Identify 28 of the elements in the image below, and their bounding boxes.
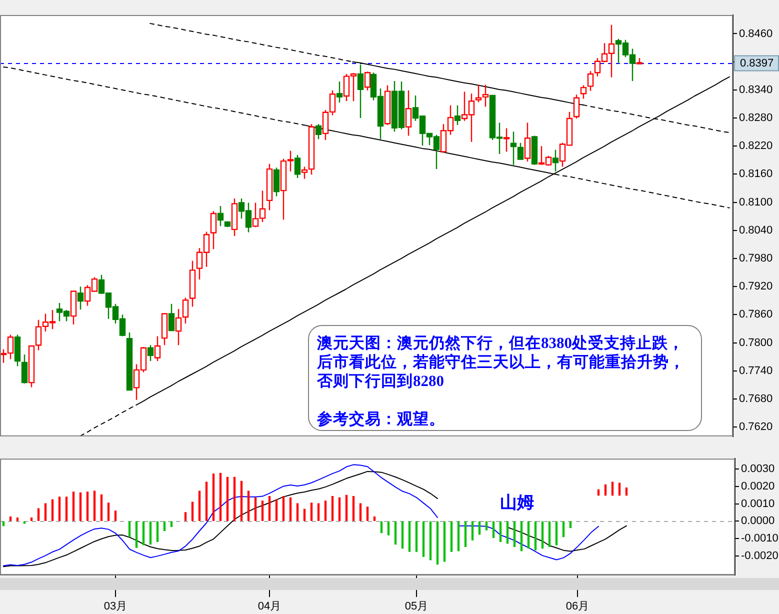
x-tick-label: 03月 (104, 600, 128, 613)
y-tick-label: 0.8160 (739, 168, 773, 180)
x-tick-label: 04月 (258, 600, 282, 613)
y-tick-label: 0.8280 (739, 112, 773, 124)
x-tick-label: 06月 (566, 600, 590, 613)
y-tick-label: 0.8040 (739, 224, 773, 236)
annotation: 山姆 (500, 493, 534, 513)
y-tick-label: 0.7620 (739, 421, 773, 434)
y-tick-label: 0.7920 (739, 280, 773, 293)
y-tick-label: -0.0020 (741, 550, 778, 562)
annotation: 澳元天图：澳元仍然下行，但在8380处受支持止跌，后市看此位，若能守住三天以上，有可能重拾升势，否则下行回到8280 (317, 334, 686, 391)
y-tick-label: 0.8340 (739, 84, 773, 96)
y-tick-label: 0.7740 (739, 364, 773, 377)
y-tick-label: 0.7980 (739, 252, 773, 265)
annotation: 参考交易：观望。 (317, 410, 446, 429)
y-tick-label: 0.8100 (739, 196, 773, 208)
y-tick-label: 0.7680 (739, 392, 773, 405)
ref-line-label: 0.8397 (740, 57, 774, 70)
y-tick-label: 0.8460 (739, 28, 773, 40)
y-tick-label: 0.0010 (741, 498, 775, 510)
y-tick-label: 0.7800 (739, 336, 773, 349)
y-tick-label: 0.7860 (739, 308, 773, 321)
y-tick-label: 0.0000 (741, 515, 775, 528)
y-tick-label: 0.0030 (741, 463, 775, 476)
x-tick-label: 05月 (404, 600, 428, 613)
y-tick-label: 0.8220 (739, 140, 773, 152)
y-tick-label: 0.0020 (741, 480, 775, 492)
y-tick-label: -0.0010 (741, 532, 778, 545)
